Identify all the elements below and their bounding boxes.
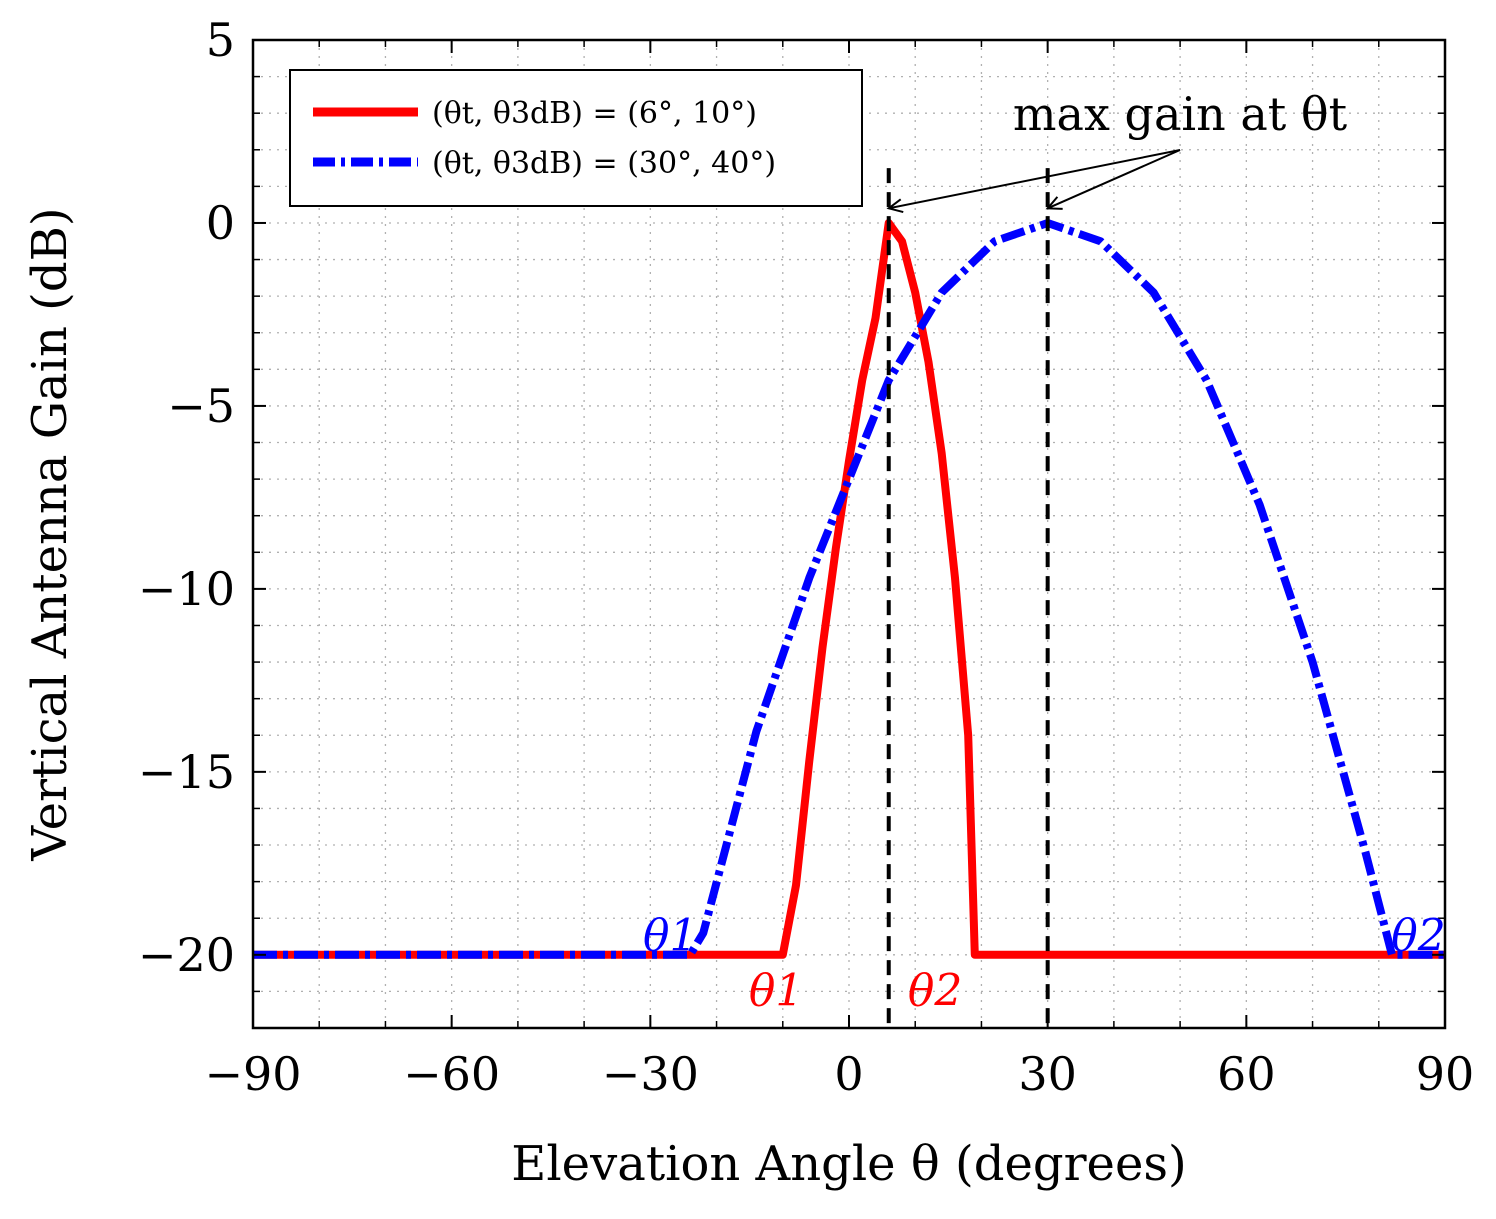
y-tick-label: −10 [138,562,235,616]
grid [253,40,1445,1028]
x-tick-label: 30 [1018,1047,1077,1101]
theta-point-label: θ2 [1391,911,1445,962]
x-tick-label: −30 [602,1047,699,1101]
legend-label-red: (θt, θ3dB) = (6°, 10°) [432,96,757,131]
annotation-arrow-line [1047,149,1181,210]
annotation-arrow-line [888,149,1181,210]
annotation-arrow-head [886,198,904,214]
axis-ticks: −90 −60 −30 0 30 60 90 −20 −15 −10 −5 0 5 [138,13,1474,1101]
y-tick-label: −20 [138,928,235,982]
legend-label-blue: (θt, θ3dB) = (30°, 40°) [432,146,776,181]
point-labels: θ1 θ2 θ1 θ2 [643,911,1446,1017]
x-tick-label: 90 [1416,1047,1475,1101]
legend-box [289,69,863,207]
series-line-blue [253,219,1445,959]
theta-point-label: θ2 [908,965,962,1016]
theta-point-label: θ1 [749,965,803,1016]
y-tick-label: 0 [206,196,235,250]
x-tick-label: 0 [834,1047,863,1101]
y-tick-label: 5 [206,13,235,67]
x-tick-label: 60 [1217,1047,1276,1101]
x-tick-label: −90 [204,1047,301,1101]
legend: (θt, θ3dB) = (6°, 10°) (θt, θ3dB) = (30°… [289,69,863,207]
annotation-arrow-head [1045,196,1063,210]
x-tick-label: −60 [403,1047,500,1101]
x-axis-label: Elevation Angle θ (degrees) [511,1136,1186,1192]
theta-point-label: θ1 [643,911,697,962]
y-axis-label: Vertical Antenna Gain (dB) [22,207,78,861]
series-line-red [253,219,1445,959]
series-lines [253,219,1445,959]
y-tick-label: −5 [167,379,235,433]
annotation-label: max gain at θt [1013,87,1348,141]
annotation: max gain at θt [886,87,1348,214]
y-tick-label: −15 [138,745,235,799]
